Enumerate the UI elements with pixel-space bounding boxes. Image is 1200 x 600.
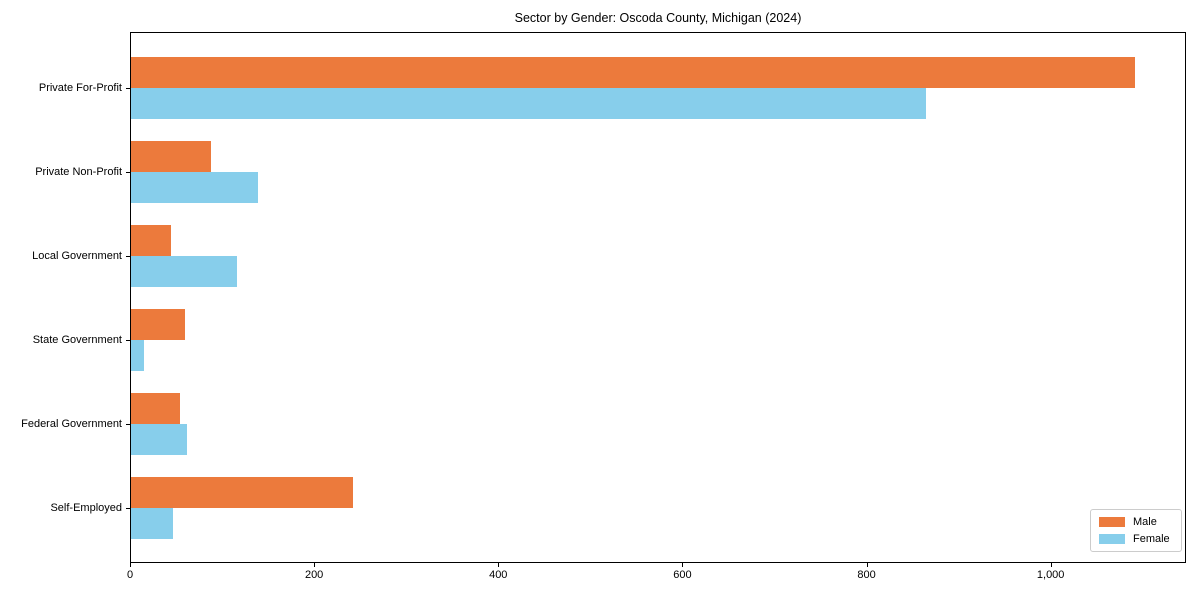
bar-female-private-non-profit	[130, 172, 258, 203]
y-tick-label-local-government: Local Government	[32, 250, 122, 262]
x-tick-label-0: 0	[126, 569, 134, 581]
bar-male-self-employed	[130, 477, 353, 508]
y-tick-label-federal-government: Federal Government	[21, 418, 122, 430]
legend-label-male: Male	[1133, 516, 1157, 528]
x-tick-mark	[1050, 563, 1052, 567]
y-tick-mark	[126, 340, 130, 341]
x-tick-mark	[498, 563, 500, 567]
bar-female-local-government	[130, 256, 237, 287]
y-tick-mark	[126, 508, 130, 509]
bar-male-local-government	[130, 225, 171, 256]
legend-entry-female: Female	[1099, 532, 1173, 546]
y-tick-label-private-non-profit: Private Non-Profit	[35, 166, 122, 178]
legend-swatch-female	[1099, 534, 1125, 544]
bar-female-federal-government	[130, 424, 187, 455]
bar-male-federal-government	[130, 393, 180, 424]
y-tick-label-private-for-profit: Private For-Profit	[38, 82, 122, 94]
x-tick-label-600: 600	[673, 569, 692, 581]
legend-entry-male: Male	[1099, 515, 1173, 529]
x-tick-label-800: 800	[857, 569, 876, 581]
legend: Male Female	[1090, 509, 1182, 552]
y-tick-mark	[126, 256, 130, 257]
y-tick-mark	[126, 424, 130, 425]
y-tick-mark	[126, 172, 130, 173]
x-tick-mark	[682, 563, 684, 567]
x-tick-mark	[314, 563, 316, 567]
chart-title: Sector by Gender: Oscoda County, Michiga…	[514, 11, 802, 25]
plot-area	[130, 32, 1186, 563]
x-tick-label-400: 400	[489, 569, 508, 581]
x-tick-mark	[130, 563, 131, 567]
bar-male-state-government	[130, 309, 185, 340]
x-tick-mark	[866, 563, 868, 567]
bar-male-private-for-profit	[130, 57, 1135, 88]
bar-female-self-employed	[130, 508, 173, 539]
y-tick-label-state-government: State Government	[32, 334, 122, 346]
y-tick-label-self-employed: Self-Employed	[50, 502, 122, 514]
legend-label-female: Female	[1133, 533, 1170, 545]
bar-male-private-non-profit	[130, 141, 211, 172]
y-tick-mark	[126, 88, 130, 89]
bar-female-private-for-profit	[130, 88, 926, 119]
bar-female-state-government	[130, 340, 144, 371]
x-tick-label-1-000: 1,000	[1036, 569, 1065, 581]
legend-swatch-male	[1099, 517, 1125, 527]
x-tick-label-200: 200	[304, 569, 324, 581]
